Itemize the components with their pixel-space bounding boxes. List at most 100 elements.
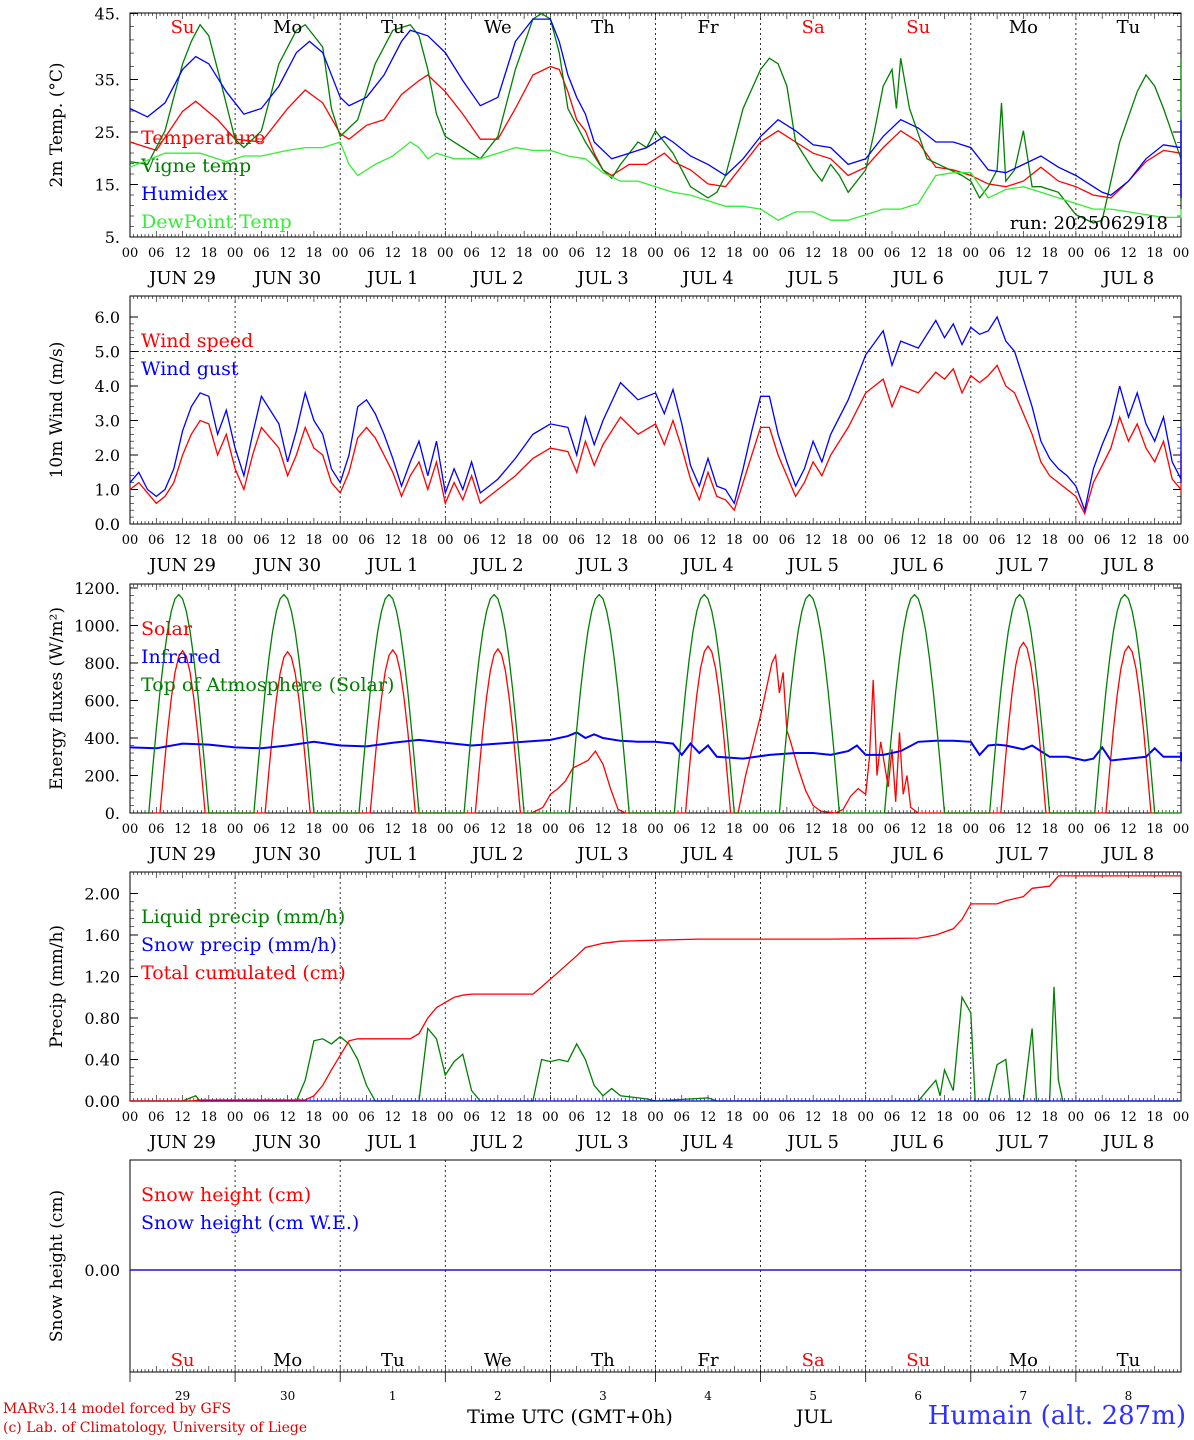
precip-legend-2: Total cumulated (cm) (141, 962, 346, 984)
hour-tick-label: 06 (884, 533, 901, 548)
hour-tick-label: 12 (174, 1110, 191, 1125)
hour-tick-label: 00 (647, 822, 664, 837)
lab-credit: (c) Lab. of Climatology, University of L… (3, 1420, 308, 1436)
date-label: JUL 6 (890, 268, 944, 289)
hour-tick-label: 18 (1041, 533, 1058, 548)
hour-tick-label: 12 (1015, 533, 1032, 548)
month-label: JUL (794, 1406, 833, 1428)
hour-tick-label: 18 (831, 822, 848, 837)
hour-tick-label: 12 (1015, 1110, 1032, 1125)
hour-tick-label: 06 (1094, 822, 1111, 837)
station-label: Humain (alt. 287m) (927, 1401, 1186, 1431)
hour-tick-label: 06 (884, 822, 901, 837)
y-tick-label: 0.00 (84, 1261, 120, 1280)
hour-tick-label: 06 (463, 533, 480, 548)
hour-tick-label: 06 (989, 533, 1006, 548)
hour-tick-label: 12 (279, 246, 296, 261)
hour-tick-label: 12 (384, 822, 401, 837)
hour-tick-label: 06 (674, 246, 691, 261)
date-label: JUL 5 (785, 268, 839, 289)
wind-series-wind-speed (129, 364, 1182, 516)
weekday-label: Tu (381, 17, 405, 38)
hour-tick-label: 06 (253, 246, 270, 261)
hour-tick-label: 18 (621, 822, 638, 837)
hour-tick-label: 06 (463, 822, 480, 837)
date-label: JUL 1 (365, 555, 419, 576)
hour-tick-label: 12 (1120, 822, 1137, 837)
hour-tick-label: 12 (279, 822, 296, 837)
hour-tick-label: 00 (437, 822, 454, 837)
hour-tick-label: 18 (201, 246, 218, 261)
day-number-label: 3 (599, 1389, 607, 1403)
date-label: JUL 1 (365, 844, 419, 865)
hour-tick-label: 12 (490, 822, 507, 837)
date-label: JUL 1 (365, 268, 419, 289)
hour-tick-label: 12 (174, 533, 191, 548)
hour-tick-label: 18 (726, 246, 743, 261)
hour-tick-label: 18 (306, 533, 323, 548)
hour-tick-label: 00 (227, 822, 244, 837)
date-label: JUN 29 (147, 268, 216, 289)
wind-frame (129, 295, 1182, 525)
wind-series-wind-gust (129, 315, 1182, 513)
date-label: JUL 7 (996, 555, 1050, 576)
weekday-label: Su (906, 1350, 930, 1371)
hour-tick-label: 06 (148, 1110, 165, 1125)
hour-tick-label: 18 (1146, 533, 1163, 548)
date-label: JUL 4 (680, 844, 734, 865)
y-tick-label: 0.40 (84, 1051, 120, 1070)
hour-tick-label: 12 (384, 1110, 401, 1125)
hour-tick-label: 12 (910, 533, 927, 548)
hour-tick-label: 06 (884, 246, 901, 261)
energy-legend-1: Infrared (141, 646, 221, 668)
wind-panel: 0.0 1.0 2.0 3.0 4.0 5.0 6.0 10m Wind (m/s) Wind … (47, 295, 1189, 576)
precip-ylabel: Precip (mm/h) (47, 925, 67, 1048)
weekday-label: Tu (1117, 1350, 1141, 1371)
y-tick-label: 5. (105, 228, 120, 247)
y-tick-label: 200. (84, 767, 120, 786)
hour-tick-label: 00 (1068, 246, 1085, 261)
hour-tick-label: 00 (647, 246, 664, 261)
hour-tick-label: 12 (595, 1110, 612, 1125)
hour-tick-label: 00 (963, 246, 980, 261)
hour-tick-label: 18 (726, 822, 743, 837)
hour-tick-label: 00 (122, 1110, 139, 1125)
hour-tick-label: 06 (989, 822, 1006, 837)
hour-tick-label: 18 (726, 1110, 743, 1125)
date-label: JUL 8 (1101, 555, 1155, 576)
meteogram-panels: 5.15.25.35.45.2m Temp. (°C) TemperatureVi… (47, 5, 1189, 1429)
y-tick-label: 0.00 (84, 1092, 120, 1111)
weekday-label: Th (591, 17, 615, 38)
hour-tick-label: 00 (752, 1110, 769, 1125)
hour-tick-label: 00 (647, 533, 664, 548)
energy-series-infrared (129, 731, 1182, 762)
hour-tick-label: 00 (963, 1110, 980, 1125)
hour-tick-label: 00 (752, 246, 769, 261)
date-label: JUL 5 (785, 1132, 839, 1153)
energy-ylabel: Energy fluxes (W/m²) (47, 607, 67, 790)
date-label: JUL 2 (470, 844, 524, 865)
date-label: JUL 6 (890, 555, 944, 576)
weekday-label: We (484, 1350, 512, 1371)
y-tick-label: 2.0 (95, 446, 120, 465)
y-tick-label: 0. (105, 804, 120, 823)
day-number-label: 8 (1125, 1389, 1133, 1403)
hour-tick-label: 12 (910, 246, 927, 261)
temperature-series-temperature (129, 65, 1182, 201)
weekday-label: Mo (273, 1350, 302, 1371)
hour-tick-label: 00 (227, 1110, 244, 1125)
hour-tick-label: 00 (227, 246, 244, 261)
energy-legend-2: Top of Atmosphere (Solar) (141, 674, 394, 696)
y-tick-label: 3.0 (95, 412, 120, 431)
hour-tick-label: 06 (568, 533, 585, 548)
weekday-label: Mo (1009, 17, 1038, 38)
weekday-label: Tu (381, 1350, 405, 1371)
hour-tick-label: 18 (936, 822, 953, 837)
date-label: JUL 5 (785, 844, 839, 865)
hour-tick-label: 18 (516, 822, 533, 837)
hour-tick-label: 06 (568, 246, 585, 261)
hour-tick-label: 00 (332, 822, 349, 837)
hour-tick-label: 06 (1094, 1110, 1111, 1125)
hour-tick-label: 00 (963, 533, 980, 548)
y-tick-label: 1200. (74, 579, 120, 598)
